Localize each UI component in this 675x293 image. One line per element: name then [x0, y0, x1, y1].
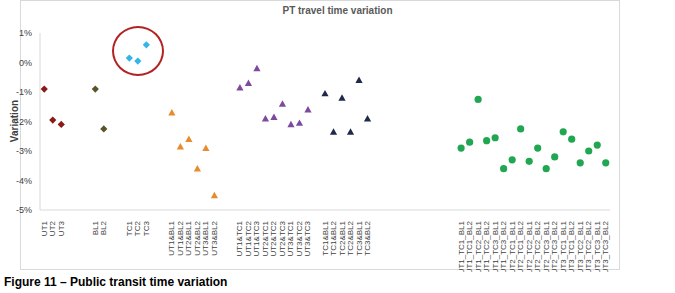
svg-text:UT3&BL2: UT3&BL2 [210, 220, 219, 255]
svg-text:TC3&BL2: TC3&BL2 [363, 220, 372, 255]
svg-text:TC1&BL1: TC1&BL1 [320, 221, 330, 256]
svg-text:UT2&TC1: UT2&TC1 [260, 221, 270, 257]
svg-text:UT1&TC1: UT1&TC1 [235, 221, 245, 257]
svg-text:UT1&BL2: UT1&BL2 [175, 221, 185, 256]
svg-text:UT3_TC3_BL2: UT3_TC3_BL2 [601, 220, 610, 272]
svg-text:-1%: -1% [16, 87, 32, 97]
svg-text:UT3&TC3: UT3&TC3 [303, 220, 312, 256]
svg-text:UT2&BL2: UT2&BL2 [192, 221, 202, 256]
svg-text:UT2: UT2 [48, 221, 58, 237]
svg-text:UT3&BL1: UT3&BL1 [201, 221, 211, 256]
svg-text:TC2&BL2: TC2&BL2 [346, 221, 355, 256]
svg-text:TC2&BL1: TC2&BL1 [337, 221, 347, 256]
svg-text:1%: 1% [19, 28, 32, 38]
svg-text:TC3: TC3 [142, 220, 151, 236]
svg-text:UT3&TC1: UT3&TC1 [286, 221, 296, 257]
svg-text:UT2&TC2: UT2&TC2 [269, 221, 279, 257]
html-text:Figure 11 – Public transit tim: Figure 11 – Public transit time variatio… [4, 275, 228, 289]
svg-text:UT1&BL1: UT1&BL1 [167, 221, 177, 256]
svg-text:-2%: -2% [16, 117, 32, 127]
svg-text:UT1&TC2: UT1&TC2 [243, 221, 253, 257]
svg-text:-5%: -5% [16, 205, 32, 215]
svg-text:TC3&BL1: TC3&BL1 [354, 221, 364, 256]
svg-text:UT1: UT1 [39, 221, 49, 237]
html-text:PT travel time variation: PT travel time variation [282, 5, 393, 16]
svg-text:-4%: -4% [16, 176, 32, 186]
svg-text:0%: 0% [19, 58, 32, 68]
svg-text:TC1&BL2: TC1&BL2 [329, 221, 338, 256]
svg-text:TC1: TC1 [124, 221, 134, 237]
svg-text:-3%: -3% [16, 146, 32, 156]
svg-text:UT3: UT3 [57, 220, 66, 236]
svg-text:UT2&BL1: UT2&BL1 [184, 221, 194, 256]
html-text:Variation: Variation [8, 99, 20, 143]
svg-text:UT2&TC3: UT2&TC3 [278, 221, 287, 257]
svg-text:TC2: TC2 [133, 221, 143, 237]
svg-text:UT3&TC2: UT3&TC2 [295, 221, 304, 257]
svg-text:BL1: BL1 [90, 221, 100, 236]
svg-text:UT1&TC3: UT1&TC3 [252, 221, 262, 257]
svg-text:BL2: BL2 [99, 220, 108, 235]
